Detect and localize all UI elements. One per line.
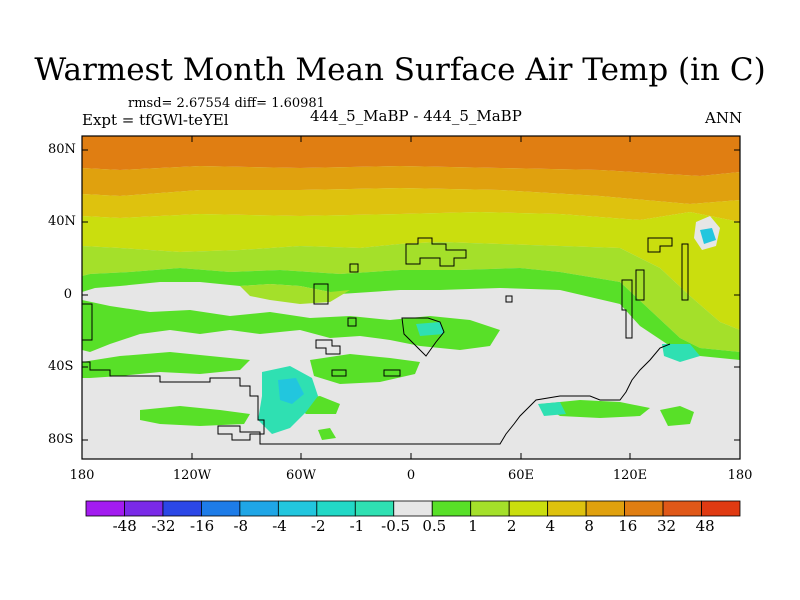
- colorbar-label: 0.5: [422, 517, 447, 535]
- patch-cyan-2: [278, 378, 304, 404]
- patch-green-6: [540, 400, 650, 418]
- patch-green-8: [318, 428, 336, 440]
- stats-text: rmsd= 2.67554 diff= 1.60981: [128, 96, 325, 111]
- experiment-label: Expt = tfGWl-teYEl: [82, 111, 229, 129]
- colorbar-box: [547, 500, 587, 517]
- lon-label: 120W: [172, 468, 212, 483]
- lat-label: 80S: [48, 432, 74, 447]
- band-gold: [82, 188, 740, 222]
- patch-cyan-3: [662, 344, 700, 362]
- colorbar-box: [701, 500, 741, 517]
- lon-label: 120E: [612, 468, 648, 483]
- colorbar-box: [162, 500, 202, 517]
- colorbar-box: [277, 500, 318, 517]
- patch-green-4: [140, 406, 250, 426]
- band-yellowgreen: [82, 242, 740, 352]
- colorbar-label: -8: [233, 517, 249, 535]
- colorbar-label: -16: [190, 517, 215, 535]
- colorbar-label: -0.5: [381, 517, 411, 535]
- colorbar-box: [201, 500, 241, 517]
- lat-label: 40N: [48, 214, 76, 229]
- colorbar-label: 48: [695, 517, 715, 535]
- lat-label: 0: [63, 287, 72, 302]
- patch-cyan-5: [416, 322, 444, 336]
- colorbar-box: [662, 500, 702, 517]
- season-label: ANN: [705, 109, 743, 127]
- colorbar-box: [85, 500, 125, 517]
- coastlines: [82, 237, 689, 445]
- colorbar-label: -32: [151, 517, 176, 535]
- map-frame: [81, 135, 741, 460]
- colorbar-box: [470, 500, 510, 517]
- lat-label: 80N: [48, 142, 76, 157]
- colorbar-label: -48: [112, 517, 137, 535]
- colorbar-label: -1: [349, 517, 365, 535]
- lon-label: 180: [69, 468, 95, 483]
- inner-ticks: [82, 136, 740, 459]
- colorbar-box: [354, 500, 395, 517]
- colorbar-box: [431, 500, 472, 517]
- colorbar-label: 16: [618, 517, 638, 535]
- lat-label: 40S: [48, 359, 74, 374]
- map-field: [82, 136, 740, 459]
- colorbar-box: [508, 500, 549, 517]
- patch-green-7: [660, 406, 694, 426]
- lon-label: 180: [727, 468, 753, 483]
- lon-label: 0: [406, 468, 416, 483]
- colorbar-box: [239, 500, 279, 517]
- colorbar-box: [393, 500, 433, 517]
- band-yellow: [82, 212, 740, 330]
- colorbar-label: -2: [310, 517, 326, 535]
- patch-cyan-4: [538, 402, 566, 416]
- patch-green-1: [82, 300, 500, 352]
- colorbar-label: -4: [272, 517, 287, 535]
- anomaly-cyan: [700, 228, 716, 244]
- comparison-label: 444_5_MaBP - 444_5_MaBP: [310, 107, 522, 125]
- band-darkorange: [82, 136, 740, 176]
- plot-title: Warmest Month Mean Surface Air Temp (in …: [34, 52, 766, 88]
- colorbar-box: [585, 500, 625, 517]
- colorbar-label: 8: [584, 517, 594, 535]
- colorbar-label: 1: [468, 517, 478, 535]
- lon-label: 60W: [286, 468, 316, 483]
- colorbar-boxes: [85, 500, 741, 517]
- patch-green-2: [82, 352, 250, 378]
- colorbar-label: 2: [506, 517, 517, 535]
- lon-label: 60E: [507, 468, 535, 483]
- band-orange: [82, 166, 740, 204]
- colorbar-box: [124, 500, 164, 517]
- colorbar-label: 32: [656, 517, 677, 535]
- colorbar-box: [624, 500, 664, 517]
- tropical-patch: [240, 284, 350, 304]
- colorbar-box: [316, 500, 356, 517]
- band-green: [82, 268, 740, 360]
- colorbar-label: 4: [545, 517, 556, 535]
